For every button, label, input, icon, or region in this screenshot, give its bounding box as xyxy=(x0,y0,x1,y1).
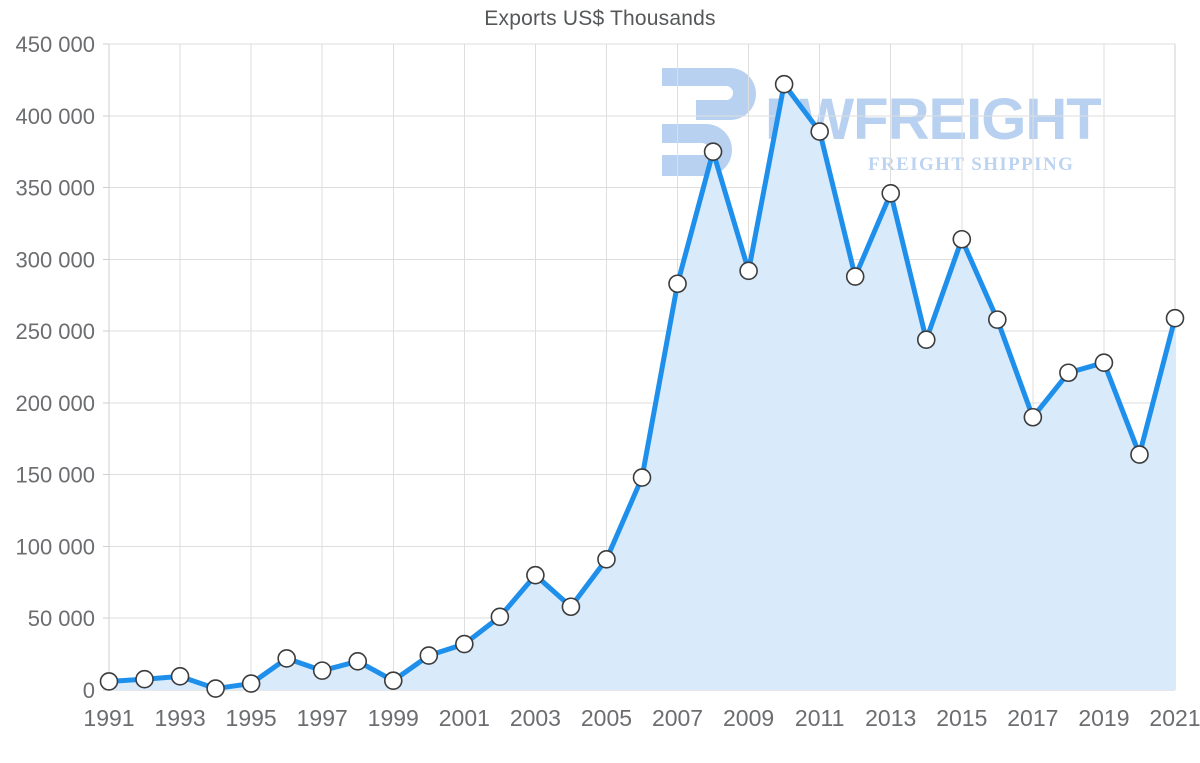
y-axis-tick-label: 450 000 xyxy=(15,32,95,57)
data-point-marker[interactable] xyxy=(490,607,510,627)
data-point-marker[interactable] xyxy=(170,667,190,686)
data-point-marker[interactable] xyxy=(1094,353,1114,372)
x-axis-tick-label: 2003 xyxy=(510,705,561,731)
data-point-marker[interactable] xyxy=(881,184,901,203)
x-axis-tick-label: 2009 xyxy=(723,705,774,731)
data-point-marker[interactable] xyxy=(348,651,368,671)
y-axis-labels: 0 50 000 100 000 150 000 200 000 250 000 300 0… xyxy=(15,32,109,703)
data-point-marker[interactable] xyxy=(1130,445,1149,464)
data-point-marker[interactable] xyxy=(916,330,936,350)
data-point-marker[interactable] xyxy=(419,646,439,665)
x-axis-tick-label: 2011 xyxy=(795,705,844,731)
data-point-marker[interactable] xyxy=(703,142,723,161)
y-axis-tick-label: 400 000 xyxy=(15,104,95,129)
data-point-marker[interactable] xyxy=(383,671,403,690)
y-axis-tick-label: 150 000 xyxy=(15,463,95,488)
data-point-marker[interactable] xyxy=(241,674,261,693)
data-point-marker[interactable] xyxy=(774,74,794,94)
data-point-marker[interactable] xyxy=(845,267,865,286)
data-point-marker[interactable] xyxy=(1059,363,1078,383)
data-point-marker[interactable] xyxy=(668,274,687,294)
y-axis-tick-label: 350 000 xyxy=(15,176,95,201)
y-axis-tick-label: 0 xyxy=(83,678,95,703)
y-axis-tick-label: 250 000 xyxy=(15,319,95,344)
x-axis-tick-label: 1997 xyxy=(297,705,348,731)
x-axis-tick-label: 2015 xyxy=(936,705,987,731)
data-point-marker[interactable] xyxy=(206,679,225,698)
data-point-marker[interactable] xyxy=(561,597,581,617)
y-axis-tick-label: 200 000 xyxy=(15,391,95,416)
x-axis-tick-label: 1995 xyxy=(226,705,277,731)
x-axis-tick-label: 1991 xyxy=(83,705,134,731)
x-axis-tick-label: 2019 xyxy=(1078,705,1129,731)
y-axis-tick-label: 50 000 xyxy=(28,606,95,631)
y-axis-tick-label: 300 000 xyxy=(15,247,95,272)
data-point-marker[interactable] xyxy=(597,550,616,569)
x-axis-tick-label: 2013 xyxy=(865,705,916,731)
chart-title: Exports US$ Thousands xyxy=(484,7,716,30)
data-point-marker[interactable] xyxy=(135,669,154,689)
data-point-marker[interactable] xyxy=(988,310,1007,329)
data-point-marker[interactable] xyxy=(952,229,972,249)
y-axis-tick-label: 100 000 xyxy=(15,534,95,559)
data-point-marker[interactable] xyxy=(312,661,332,680)
data-point-marker[interactable] xyxy=(632,468,652,487)
data-point-marker[interactable] xyxy=(739,261,758,281)
x-axis-tick-label: 2007 xyxy=(652,705,703,731)
data-point-marker[interactable] xyxy=(526,565,545,585)
x-axis-tick-label: 2017 xyxy=(1007,705,1058,731)
series-markers xyxy=(99,74,1185,698)
x-axis-tick-label: 1993 xyxy=(154,705,205,731)
series-area-fill xyxy=(109,84,1175,690)
x-axis-labels: 1991 1993 1995 1997 1999 2001 2003 2005 2007 2009… xyxy=(83,705,1200,731)
x-axis-tick-label: 1999 xyxy=(368,705,419,731)
data-point-marker[interactable] xyxy=(1023,407,1043,427)
x-axis-tick-label: 2001 xyxy=(439,705,490,731)
data-point-marker[interactable] xyxy=(455,634,474,654)
data-point-marker[interactable] xyxy=(99,672,119,691)
x-axis-tick-label: 2005 xyxy=(581,705,632,731)
data-point-marker[interactable] xyxy=(810,122,829,141)
data-point-marker[interactable] xyxy=(277,649,296,668)
x-axis-tick-label: 2021 xyxy=(1149,705,1200,731)
data-point-marker[interactable] xyxy=(1165,308,1185,328)
